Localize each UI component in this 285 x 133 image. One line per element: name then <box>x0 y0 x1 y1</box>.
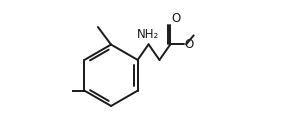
Text: NH₂: NH₂ <box>137 28 159 41</box>
Text: O: O <box>184 38 193 51</box>
Text: O: O <box>172 12 181 25</box>
